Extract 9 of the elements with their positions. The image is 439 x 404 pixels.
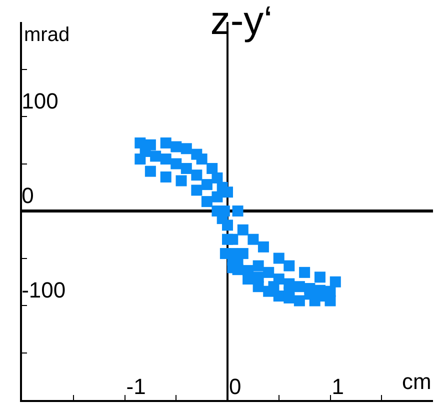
y-tick-label: 100: [22, 88, 58, 114]
x-tick-label: -1: [126, 374, 146, 399]
y-tick-label: 0: [22, 182, 34, 208]
chart-title: z-y‘: [210, 0, 273, 44]
y-axis-title: mrad: [24, 24, 70, 46]
x-tick-label: 1: [332, 374, 344, 399]
y-tick-label: -100: [22, 277, 66, 302]
x-tick-label: 0: [229, 374, 242, 399]
x-axis-title: cm: [402, 369, 432, 394]
